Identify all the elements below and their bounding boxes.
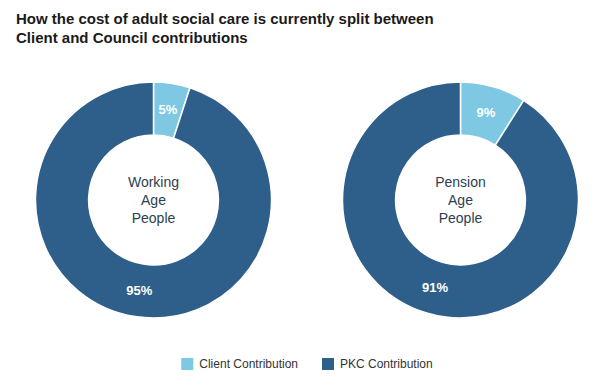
donut [342, 82, 578, 318]
legend-swatch [322, 358, 334, 370]
legend-label: Client Contribution [199, 357, 298, 371]
data-label: 91% [422, 280, 448, 295]
center-label: PensionAgePeople [435, 174, 486, 226]
data-label: 9% [477, 105, 496, 120]
title: How the cost of adult social care is cur… [16, 10, 434, 46]
chart: How the cost of adult social care is cur… [0, 0, 614, 387]
data-label: 95% [126, 283, 152, 298]
legend: Client Contribution PKC Contribution [181, 357, 432, 371]
center-label: WorkingAgePeople [128, 174, 179, 226]
slice [342, 82, 578, 318]
data-label: 5% [158, 102, 177, 117]
legend-swatch [181, 358, 193, 370]
donut [35, 82, 271, 318]
legend-label: PKC Contribution [340, 357, 433, 371]
background [0, 0, 614, 387]
slice [35, 82, 271, 318]
